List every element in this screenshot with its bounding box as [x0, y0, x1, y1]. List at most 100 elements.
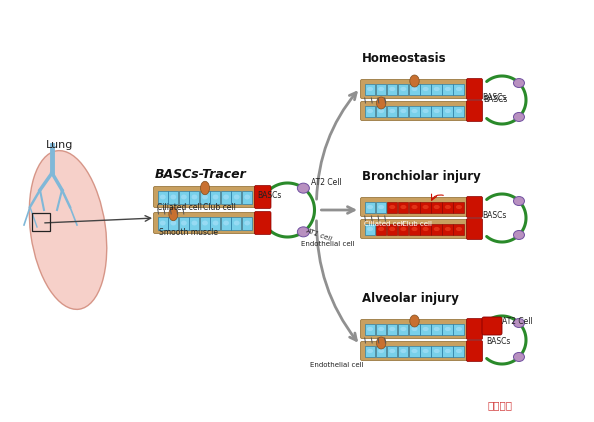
Ellipse shape [445, 327, 451, 331]
Bar [453, 106, 464, 116]
FancyBboxPatch shape [254, 211, 271, 235]
Bar [157, 216, 168, 230]
Bar [420, 224, 431, 235]
Ellipse shape [367, 349, 373, 353]
FancyBboxPatch shape [361, 341, 469, 360]
Ellipse shape [378, 109, 384, 113]
Ellipse shape [367, 327, 373, 331]
Ellipse shape [223, 221, 229, 225]
Bar [409, 324, 419, 335]
Bar [409, 106, 419, 116]
Ellipse shape [367, 109, 373, 113]
Bar [409, 84, 419, 95]
Ellipse shape [389, 109, 396, 113]
Bar [200, 216, 210, 230]
Text: Bronchiolar injury: Bronchiolar injury [362, 170, 481, 183]
Ellipse shape [434, 109, 440, 113]
Text: Homeostasis: Homeostasis [362, 52, 447, 65]
Ellipse shape [378, 205, 384, 209]
Bar [443, 201, 453, 213]
Ellipse shape [400, 87, 406, 91]
Text: BASCs: BASCs [486, 337, 510, 346]
Ellipse shape [513, 113, 525, 122]
Bar [375, 106, 386, 116]
Ellipse shape [378, 227, 384, 231]
Ellipse shape [181, 195, 187, 200]
Ellipse shape [170, 195, 176, 200]
Bar [210, 190, 220, 203]
Bar [387, 346, 397, 357]
Bar [375, 324, 386, 335]
Ellipse shape [422, 205, 429, 209]
Bar [443, 106, 453, 116]
Bar [168, 216, 178, 230]
Ellipse shape [377, 337, 386, 349]
Ellipse shape [513, 197, 525, 206]
Bar [32, 213, 50, 231]
Bar [431, 84, 442, 95]
Bar [398, 106, 409, 116]
Ellipse shape [513, 230, 525, 239]
FancyBboxPatch shape [466, 319, 482, 340]
Bar [365, 324, 375, 335]
Ellipse shape [400, 205, 406, 209]
Ellipse shape [298, 227, 309, 237]
Text: BASCs: BASCs [482, 93, 506, 102]
Ellipse shape [367, 205, 373, 209]
Text: Ciliated cell: Ciliated cell [364, 221, 405, 227]
Ellipse shape [367, 227, 373, 231]
Ellipse shape [244, 221, 250, 225]
Bar [387, 224, 397, 235]
Bar [387, 201, 397, 213]
Ellipse shape [169, 207, 178, 221]
Ellipse shape [445, 227, 451, 231]
Text: Endothelial cell: Endothelial cell [310, 362, 364, 368]
Bar [232, 190, 241, 203]
Ellipse shape [181, 221, 187, 225]
Ellipse shape [213, 221, 219, 225]
FancyBboxPatch shape [466, 100, 482, 122]
FancyBboxPatch shape [466, 197, 482, 217]
Ellipse shape [434, 327, 440, 331]
Bar [375, 346, 386, 357]
Bar [365, 106, 375, 116]
FancyBboxPatch shape [153, 187, 257, 208]
FancyBboxPatch shape [254, 186, 271, 208]
Bar [453, 224, 464, 235]
FancyBboxPatch shape [466, 78, 482, 100]
Ellipse shape [422, 109, 429, 113]
Ellipse shape [445, 87, 451, 91]
Bar [398, 346, 409, 357]
Ellipse shape [456, 109, 462, 113]
Ellipse shape [412, 327, 418, 331]
Ellipse shape [422, 87, 429, 91]
Text: Club cell: Club cell [402, 221, 432, 227]
Text: 网鸿科技: 网鸿科技 [488, 400, 513, 410]
Bar [420, 201, 431, 213]
Ellipse shape [445, 205, 451, 209]
Ellipse shape [213, 195, 219, 200]
Ellipse shape [412, 227, 418, 231]
Ellipse shape [422, 227, 429, 231]
Bar [221, 216, 231, 230]
Bar [431, 201, 442, 213]
Bar [420, 346, 431, 357]
Bar [420, 324, 431, 335]
Ellipse shape [234, 221, 239, 225]
Bar [375, 224, 386, 235]
Ellipse shape [400, 327, 406, 331]
Bar [375, 84, 386, 95]
Bar [242, 216, 252, 230]
Ellipse shape [434, 205, 440, 209]
FancyBboxPatch shape [361, 102, 469, 121]
Ellipse shape [412, 349, 418, 353]
Ellipse shape [513, 319, 525, 327]
Text: AT2 Cell: AT2 Cell [311, 178, 342, 187]
Ellipse shape [389, 227, 396, 231]
Ellipse shape [223, 195, 229, 200]
Bar [168, 190, 178, 203]
Ellipse shape [456, 205, 462, 209]
Bar [221, 190, 231, 203]
Ellipse shape [400, 349, 406, 353]
Text: BASCs: BASCs [482, 211, 506, 220]
